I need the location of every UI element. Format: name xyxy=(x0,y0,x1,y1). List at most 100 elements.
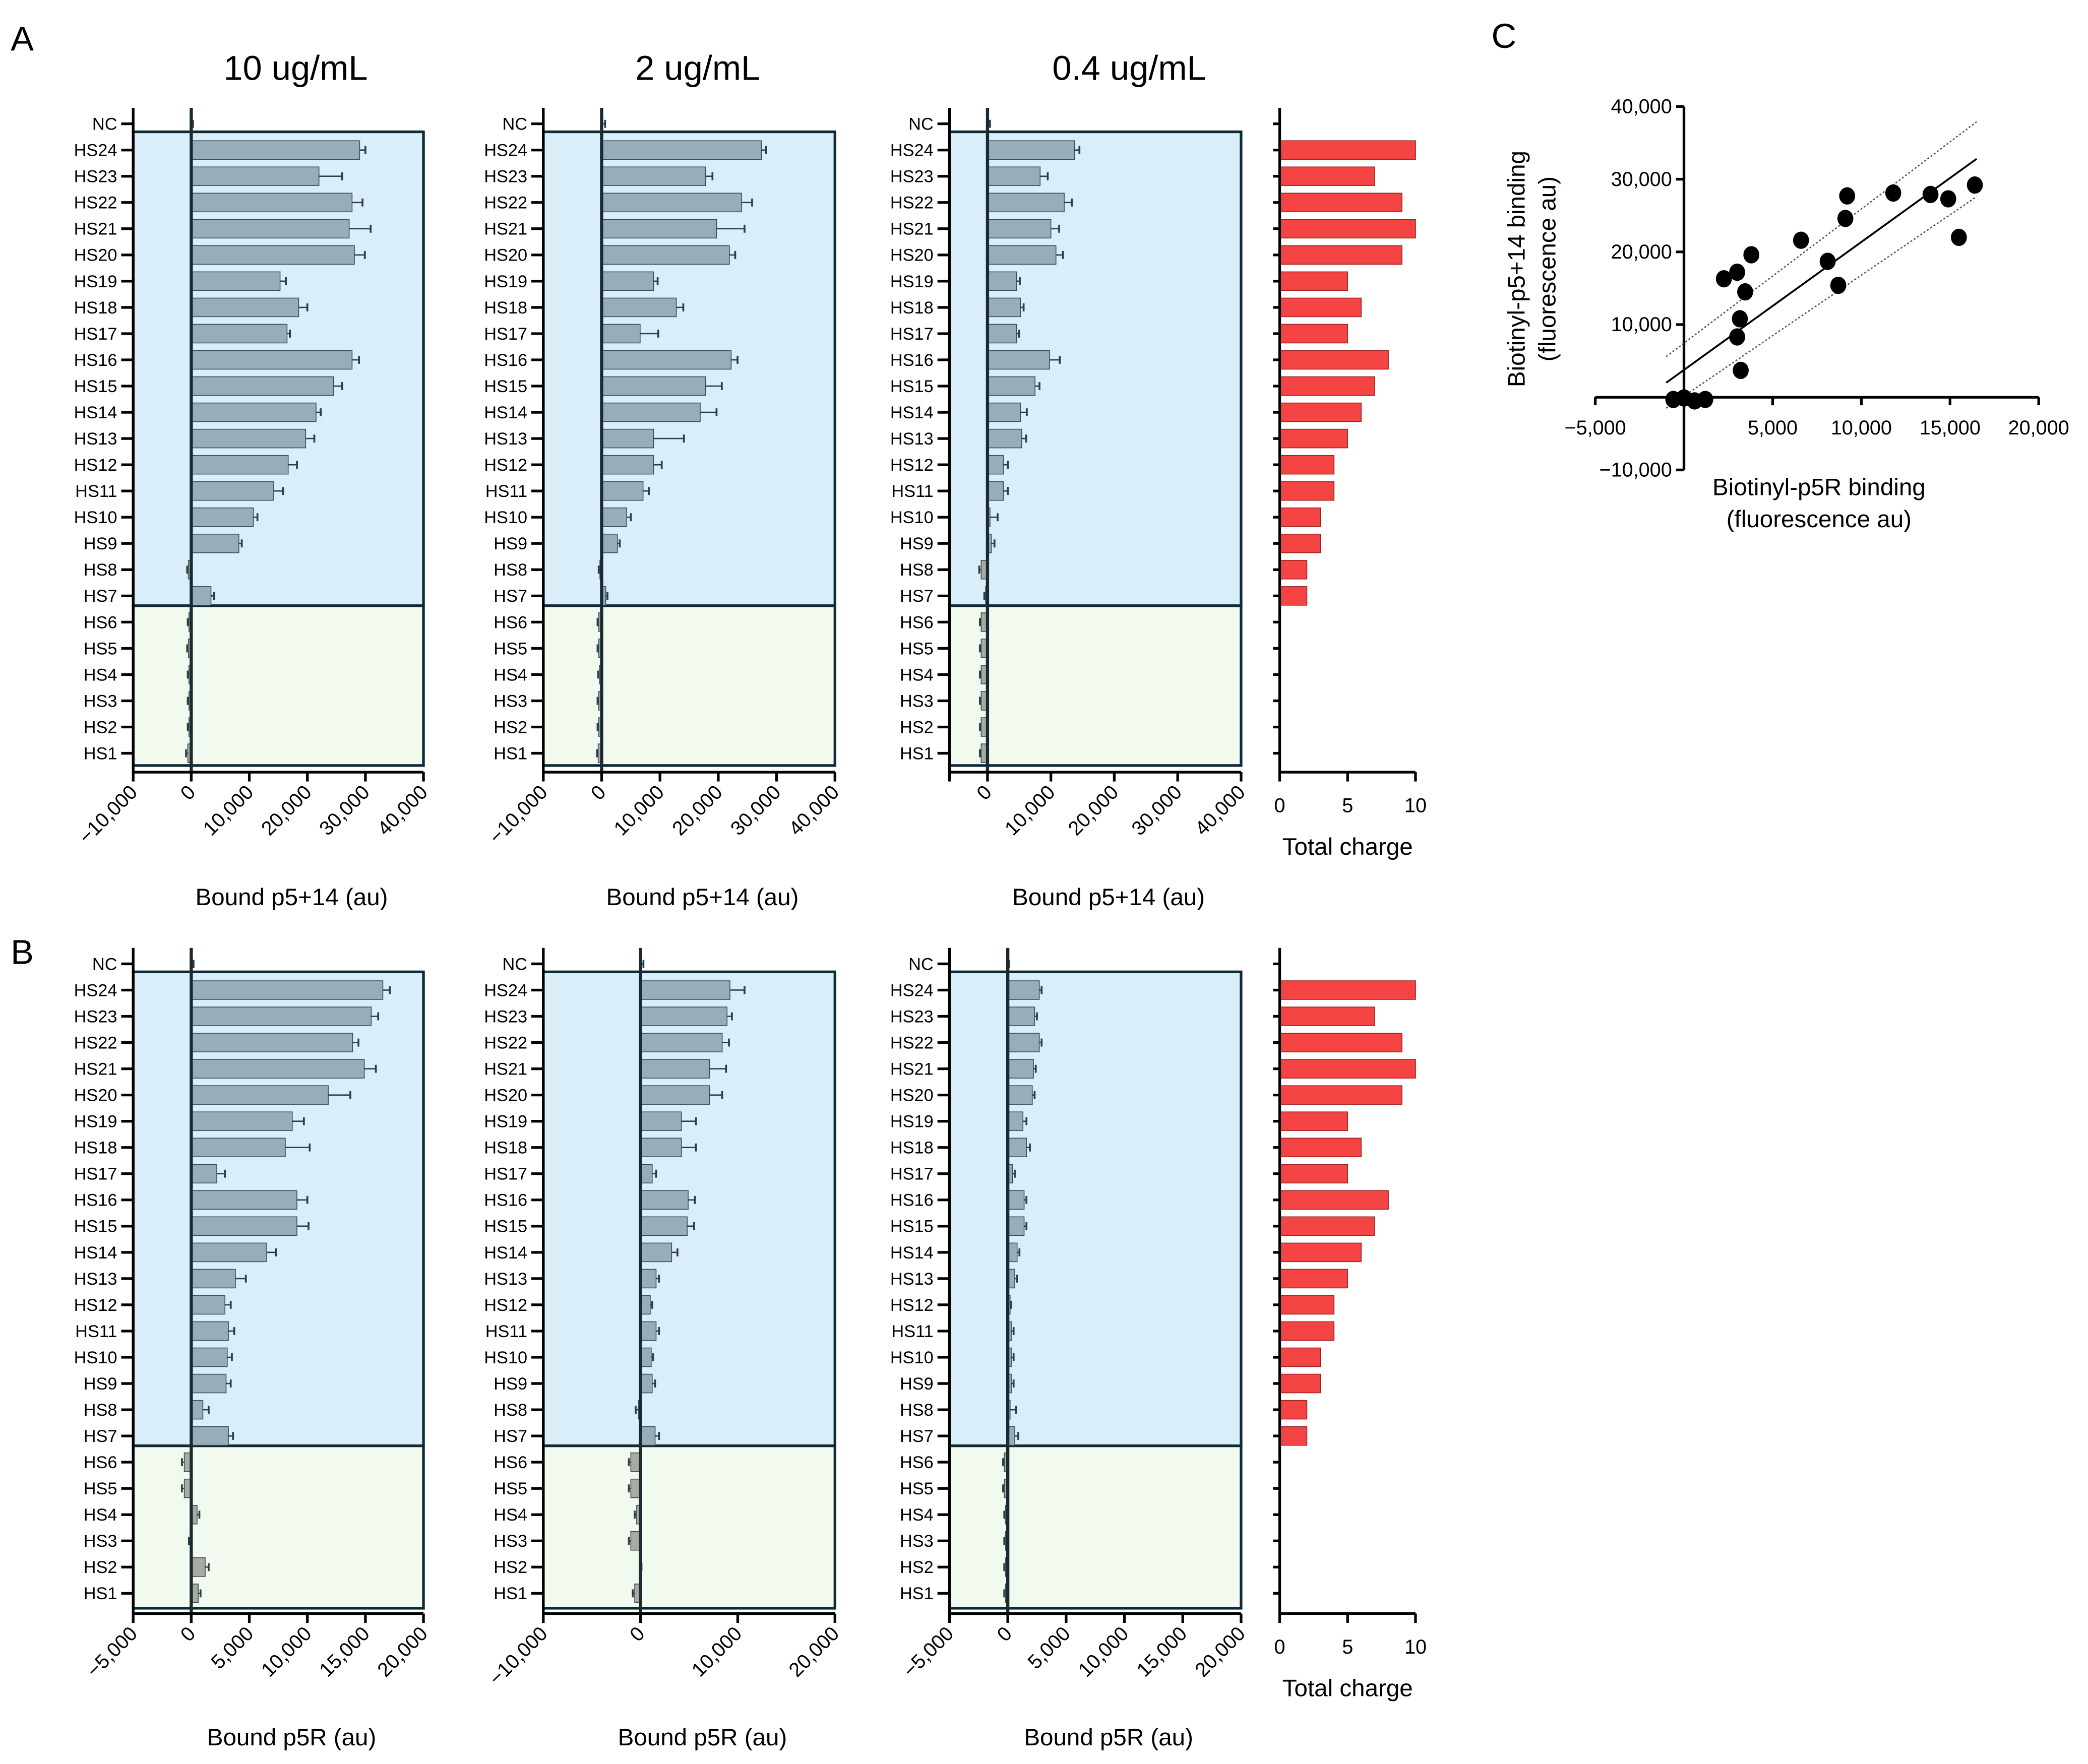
chart-a1: NCHS24HS23HS22HS21HS20HS19HS18HS17HS16HS… xyxy=(74,48,432,911)
chart-title: 2 ug/mL xyxy=(635,48,760,87)
region-hs1-hs6 xyxy=(132,604,425,767)
x-tick-label: 0 xyxy=(626,1622,649,1646)
bar-hs23 xyxy=(191,1006,372,1026)
bar-hs17 xyxy=(640,1164,653,1184)
y-axis-label-units: (fluorescence au) xyxy=(1534,176,1561,361)
y-tick-label: 40,000 xyxy=(1611,96,1672,118)
bar-hs9 xyxy=(1279,533,1321,553)
y-tick-label: HS14 xyxy=(74,403,117,422)
bar-hs19 xyxy=(191,271,281,291)
y-tick-label: HS5 xyxy=(900,1479,934,1498)
bar-hs24 xyxy=(1279,140,1416,160)
y-tick-label: NC xyxy=(503,115,528,134)
y-tick-label: HS12 xyxy=(74,456,117,475)
x-axis-label: Bound p5+14 (au) xyxy=(1012,884,1205,911)
y-tick-label: HS15 xyxy=(74,1217,117,1236)
y-tick-label: HS19 xyxy=(890,1112,934,1131)
bar-hs24 xyxy=(191,140,360,160)
x-tick-label: −5,000 xyxy=(83,1622,142,1682)
x-axis-label: Total charge xyxy=(1282,1675,1413,1702)
y-tick-label: HS23 xyxy=(74,1007,117,1026)
y-tick-label: HS8 xyxy=(494,1401,527,1420)
bar-hs15 xyxy=(1007,1216,1025,1236)
bar-hs15 xyxy=(191,376,334,396)
x-axis-label: Total charge xyxy=(1282,834,1413,860)
y-tick-label: −10,000 xyxy=(1599,459,1672,481)
data-point xyxy=(1967,176,1983,194)
y-tick-label: HS22 xyxy=(74,194,117,213)
y-tick-label: HS12 xyxy=(484,456,527,475)
x-tick-label: −5,000 xyxy=(899,1622,958,1682)
y-tick-label: HS21 xyxy=(890,220,934,239)
y-tick-label: HS22 xyxy=(890,1033,934,1052)
x-tick-label: 10,000 xyxy=(1001,781,1060,840)
bar-hs16 xyxy=(601,350,732,370)
y-tick-label: HS2 xyxy=(84,1558,117,1577)
chart-b1: NCHS24HS23HS22HS21HS20HS19HS18HS17HS16HS… xyxy=(74,948,432,1751)
y-tick-label: HS11 xyxy=(485,482,527,501)
data-point xyxy=(1819,253,1836,270)
x-tick-label: 20,000 xyxy=(1191,1622,1250,1681)
region-hs1-hs6 xyxy=(542,1444,836,1610)
y-tick-label: HS17 xyxy=(74,325,117,344)
y-tick-label: HS20 xyxy=(890,1086,934,1105)
y-tick-label: HS4 xyxy=(494,665,527,684)
y-tick-label: HS3 xyxy=(494,1532,527,1551)
bar-hs24 xyxy=(601,140,762,160)
bar-hs15 xyxy=(1279,376,1375,396)
y-tick-label: HS13 xyxy=(484,1270,527,1289)
y-tick-label: HS24 xyxy=(890,141,934,160)
y-tick-label: HS5 xyxy=(900,639,934,658)
bar-hs14 xyxy=(987,402,1021,422)
bar-hs18 xyxy=(640,1138,682,1158)
y-tick-label: HS21 xyxy=(484,1059,527,1079)
y-axis-label: Biotinyl-p5+14 binding xyxy=(1504,151,1530,387)
bar-hs22 xyxy=(601,193,742,213)
y-tick-label: HS20 xyxy=(484,246,527,265)
x-axis-label: Bound p5+14 (au) xyxy=(196,884,388,911)
y-tick-label: HS18 xyxy=(484,1139,527,1158)
bar-hs24 xyxy=(1007,980,1040,1000)
y-tick-label: HS15 xyxy=(484,1217,527,1236)
data-point xyxy=(1837,210,1854,227)
x-tick-label: −10,000 xyxy=(75,781,142,848)
x-tick-label: 0 xyxy=(1274,794,1285,816)
x-axis-label-units: (fluorescence au) xyxy=(1727,506,1912,533)
data-point xyxy=(1733,361,1749,380)
bar-hs18 xyxy=(191,297,299,318)
y-tick-label: HS18 xyxy=(74,298,117,318)
y-tick-label: 30,000 xyxy=(1611,168,1672,191)
x-tick-label: 15,000 xyxy=(1132,1622,1191,1681)
y-tick-label: HS11 xyxy=(75,482,117,501)
bar-hs19 xyxy=(1007,1111,1024,1131)
chart-title: 0.4 ug/mL xyxy=(1052,48,1206,87)
x-tick-label: 5,000 xyxy=(1024,1622,1075,1673)
y-tick-label: HS2 xyxy=(900,1558,934,1577)
y-tick-label: HS7 xyxy=(900,1427,934,1446)
bar-hs17 xyxy=(1279,1164,1348,1184)
y-tick-label: HS6 xyxy=(494,613,527,632)
bar-hs17 xyxy=(987,324,1017,344)
y-tick-label: HS13 xyxy=(74,429,117,449)
y-tick-label: HS22 xyxy=(484,194,527,213)
y-tick-label: HS23 xyxy=(890,167,934,186)
bar-hs22 xyxy=(1279,193,1402,213)
y-tick-label: HS11 xyxy=(891,1322,933,1341)
y-tick-label: HS18 xyxy=(74,1139,117,1158)
chart-b2: NCHS24HS23HS22HS21HS20HS19HS18HS17HS16HS… xyxy=(484,948,843,1751)
bar-hs11 xyxy=(987,481,1004,501)
bar-hs24 xyxy=(191,980,384,1000)
y-tick-label: HS21 xyxy=(484,220,527,239)
bar-hs10 xyxy=(191,1347,228,1367)
bar-hs15 xyxy=(1279,1216,1375,1236)
y-tick-label: HS2 xyxy=(494,1558,527,1577)
y-tick-label: NC xyxy=(92,115,117,134)
bar-hs9 xyxy=(601,533,618,553)
y-tick-label: HS6 xyxy=(84,1453,117,1472)
bar-hs15 xyxy=(640,1216,688,1236)
y-tick-label: HS6 xyxy=(494,1453,527,1472)
y-tick-label: HS10 xyxy=(484,508,527,527)
y-tick-label: HS12 xyxy=(484,1296,527,1315)
x-tick-label: 20,000 xyxy=(668,781,727,840)
